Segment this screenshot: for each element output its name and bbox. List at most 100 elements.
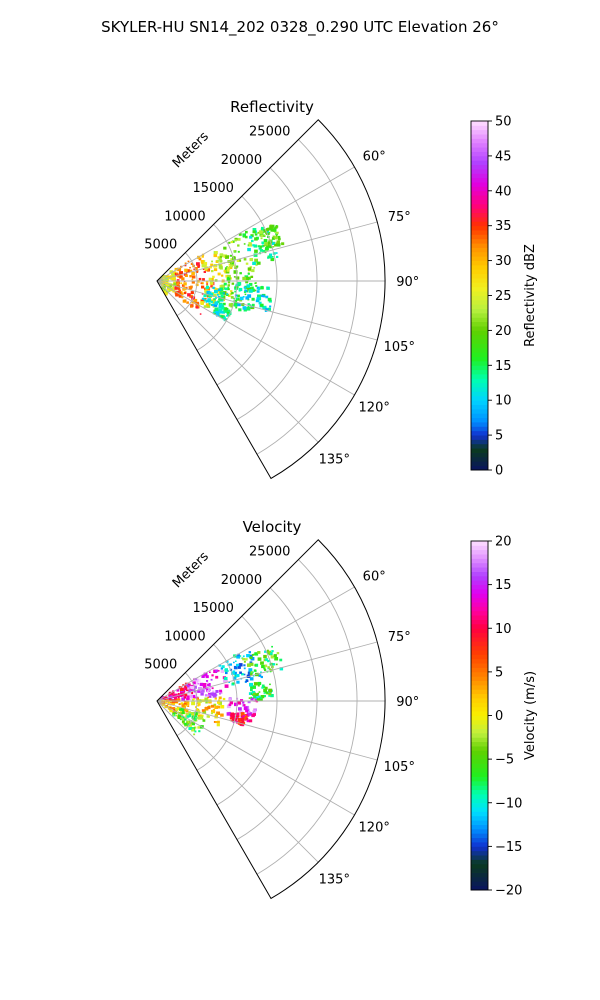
range-tick-label: 5000 xyxy=(144,658,177,673)
range-tick-label: 25000 xyxy=(249,125,290,140)
colorbar-swatch xyxy=(471,360,488,366)
colorbar-swatch xyxy=(471,833,488,839)
colorbar-swatch xyxy=(471,291,488,296)
colorbar-swatch xyxy=(471,260,488,266)
colorbar-tick-label: −5 xyxy=(495,753,514,768)
colorbar-swatch xyxy=(471,295,488,301)
range-ring xyxy=(256,139,358,455)
colorbar-swatch xyxy=(471,667,488,673)
colorbar-swatch xyxy=(471,212,488,218)
colorbar-swatch xyxy=(471,190,488,196)
range-axis-label: Meters xyxy=(170,549,212,591)
azimuth-spoke xyxy=(156,280,319,443)
colorbar-swatch xyxy=(471,597,488,603)
colorbar-swatch xyxy=(471,330,488,336)
colorbar-swatch xyxy=(471,452,488,458)
colorbar-swatch xyxy=(471,693,488,699)
colorbar-swatch xyxy=(471,776,488,782)
colorbar-swatch xyxy=(471,125,488,131)
colorbar-swatch xyxy=(471,356,488,362)
range-ring xyxy=(216,195,278,386)
colorbar-swatch xyxy=(471,317,488,323)
colorbar-swatch xyxy=(471,155,488,161)
colorbar-swatch xyxy=(471,619,488,625)
colorbar-swatch xyxy=(471,160,488,166)
echo-region xyxy=(233,282,272,312)
colorbar-swatch xyxy=(471,558,488,564)
colorbar-swatch xyxy=(471,138,488,144)
colorbar-swatch xyxy=(471,575,488,581)
colorbar-swatch xyxy=(471,326,488,331)
colorbar-label: Velocity (m/s) xyxy=(523,671,538,760)
colorbar-tick-label: 50 xyxy=(495,115,512,130)
colorbar-swatch xyxy=(471,571,488,577)
colorbar-swatch xyxy=(471,439,488,445)
colorbar-swatch xyxy=(471,545,488,551)
panel-title: Velocity xyxy=(243,518,302,536)
colorbar-swatch xyxy=(471,168,488,174)
colorbar-swatch xyxy=(471,811,488,817)
colorbar-swatch xyxy=(471,719,488,725)
azimuth-tick-label: 120° xyxy=(359,820,390,835)
colorbar-swatch xyxy=(471,554,488,559)
colorbar-tick-label: 35 xyxy=(495,219,512,234)
colorbar-swatch xyxy=(471,312,488,318)
colorbar-swatch xyxy=(471,584,488,590)
azimuth-spoke xyxy=(156,280,355,396)
colorbar-swatch xyxy=(471,549,488,555)
colorbar-swatch xyxy=(471,430,488,436)
colorbar-swatch xyxy=(471,628,488,634)
colorbar-swatch xyxy=(471,837,488,843)
colorbar-swatch xyxy=(471,676,488,681)
colorbar-swatch xyxy=(471,177,488,183)
colorbar-swatch xyxy=(471,400,488,405)
colorbar-swatch xyxy=(471,741,488,747)
colorbar-swatch xyxy=(471,173,488,179)
colorbar-swatch xyxy=(471,759,488,764)
colorbar-tick-label: 25 xyxy=(495,289,512,304)
colorbar-swatch xyxy=(471,641,488,647)
colorbar-swatch xyxy=(471,182,488,187)
colorbar-swatch xyxy=(471,645,488,651)
colorbar-swatch xyxy=(471,772,488,777)
colorbar-swatch xyxy=(471,134,488,139)
colorbar-swatch xyxy=(471,872,488,878)
colorbar-swatch xyxy=(471,216,488,222)
colorbar-swatch xyxy=(471,278,488,283)
figure-title: SKYLER-HU SN14_202 0328_0.290 UTC Elevat… xyxy=(101,18,499,37)
colorbar-swatch xyxy=(471,238,488,244)
colorbar-swatch xyxy=(471,789,488,795)
colorbar-swatch xyxy=(471,251,488,257)
colorbar-tick-label: 15 xyxy=(495,359,512,374)
colorbar-swatch xyxy=(471,562,488,568)
colorbar-swatch xyxy=(471,269,488,275)
colorbar-swatch xyxy=(471,820,488,825)
colorbar-swatch xyxy=(471,680,488,686)
sector-outline xyxy=(156,119,386,480)
colorbar-swatch xyxy=(471,408,488,414)
colorbar-swatch xyxy=(471,706,488,712)
range-tick-label: 10000 xyxy=(164,209,205,224)
colorbar-swatch xyxy=(471,876,488,882)
range-axis-label: Meters xyxy=(170,129,212,171)
range-tick-label: 10000 xyxy=(164,629,205,644)
colorbar-tick-label: −20 xyxy=(495,884,522,899)
panel-title: Reflectivity xyxy=(230,98,314,116)
colorbar-swatch xyxy=(471,842,488,847)
colorbar-swatch xyxy=(471,684,488,690)
colorbar-swatch xyxy=(471,343,488,349)
azimuth-spoke xyxy=(156,641,378,702)
colorbar-swatch xyxy=(471,435,488,440)
colorbar-swatch xyxy=(471,151,488,157)
azimuth-spoke xyxy=(156,700,319,863)
colorbar-swatch xyxy=(471,230,488,235)
colorbar-swatch xyxy=(471,580,488,586)
colorbar-swatch xyxy=(471,711,488,716)
range-tick-label: 15000 xyxy=(193,181,234,196)
colorbar-tick-label: 40 xyxy=(495,184,512,199)
colorbar-swatch xyxy=(471,199,488,205)
colorbar-swatch xyxy=(471,299,488,305)
colorbar-swatch xyxy=(471,203,488,209)
azimuth-spoke xyxy=(156,700,378,761)
